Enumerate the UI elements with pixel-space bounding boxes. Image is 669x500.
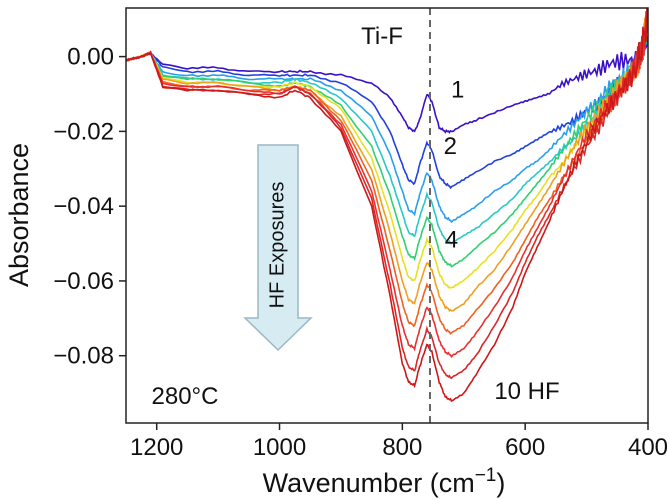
hf-exposures-arrow: HF Exposures: [243, 144, 313, 352]
x-tick-label: 1000: [253, 434, 306, 461]
series-line-5: [126, 15, 648, 268]
y-axis-ticks: 0.00 −0.02 −0.04 −0.06 −0.08: [53, 44, 126, 370]
curve-label-1: 1: [451, 77, 464, 104]
curve-label-4: 4: [445, 226, 458, 253]
series-line-9: [126, 8, 648, 359]
y-tick-label: −0.08: [53, 343, 114, 370]
series-line-3: [126, 20, 648, 224]
arrow-label: HF Exposures: [266, 182, 288, 309]
x-tick-label: 1200: [130, 434, 183, 461]
y-tick-label: 0.00: [67, 44, 114, 71]
x-tick-label: 400: [628, 434, 668, 461]
series-line-2: [126, 26, 648, 190]
series-line-7: [126, 17, 648, 312]
series-layer: [126, 8, 648, 403]
x-tick-label: 600: [505, 434, 545, 461]
final-exposure-label: 10 HF: [494, 378, 559, 405]
temperature-label: 280°C: [152, 383, 219, 410]
x-axis-label: Wavenumber (cm−1): [263, 465, 506, 498]
y-tick-label: −0.06: [53, 268, 114, 295]
curve-label-2: 2: [444, 133, 457, 160]
y-axis-label: Absorbance: [4, 143, 34, 287]
series-line-11: [126, 8, 648, 403]
x-axis-ticks: 1200 1000 800 600 400: [130, 423, 668, 461]
plot-frame: [125, 7, 649, 424]
y-tick-label: −0.02: [53, 118, 114, 145]
ti-f-label: Ti-F: [361, 23, 403, 50]
x-tick-label: 800: [382, 434, 422, 461]
y-tick-label: −0.04: [53, 193, 114, 220]
curve-labels: 1 2 4: [444, 77, 465, 254]
series-line-1: [126, 29, 648, 134]
